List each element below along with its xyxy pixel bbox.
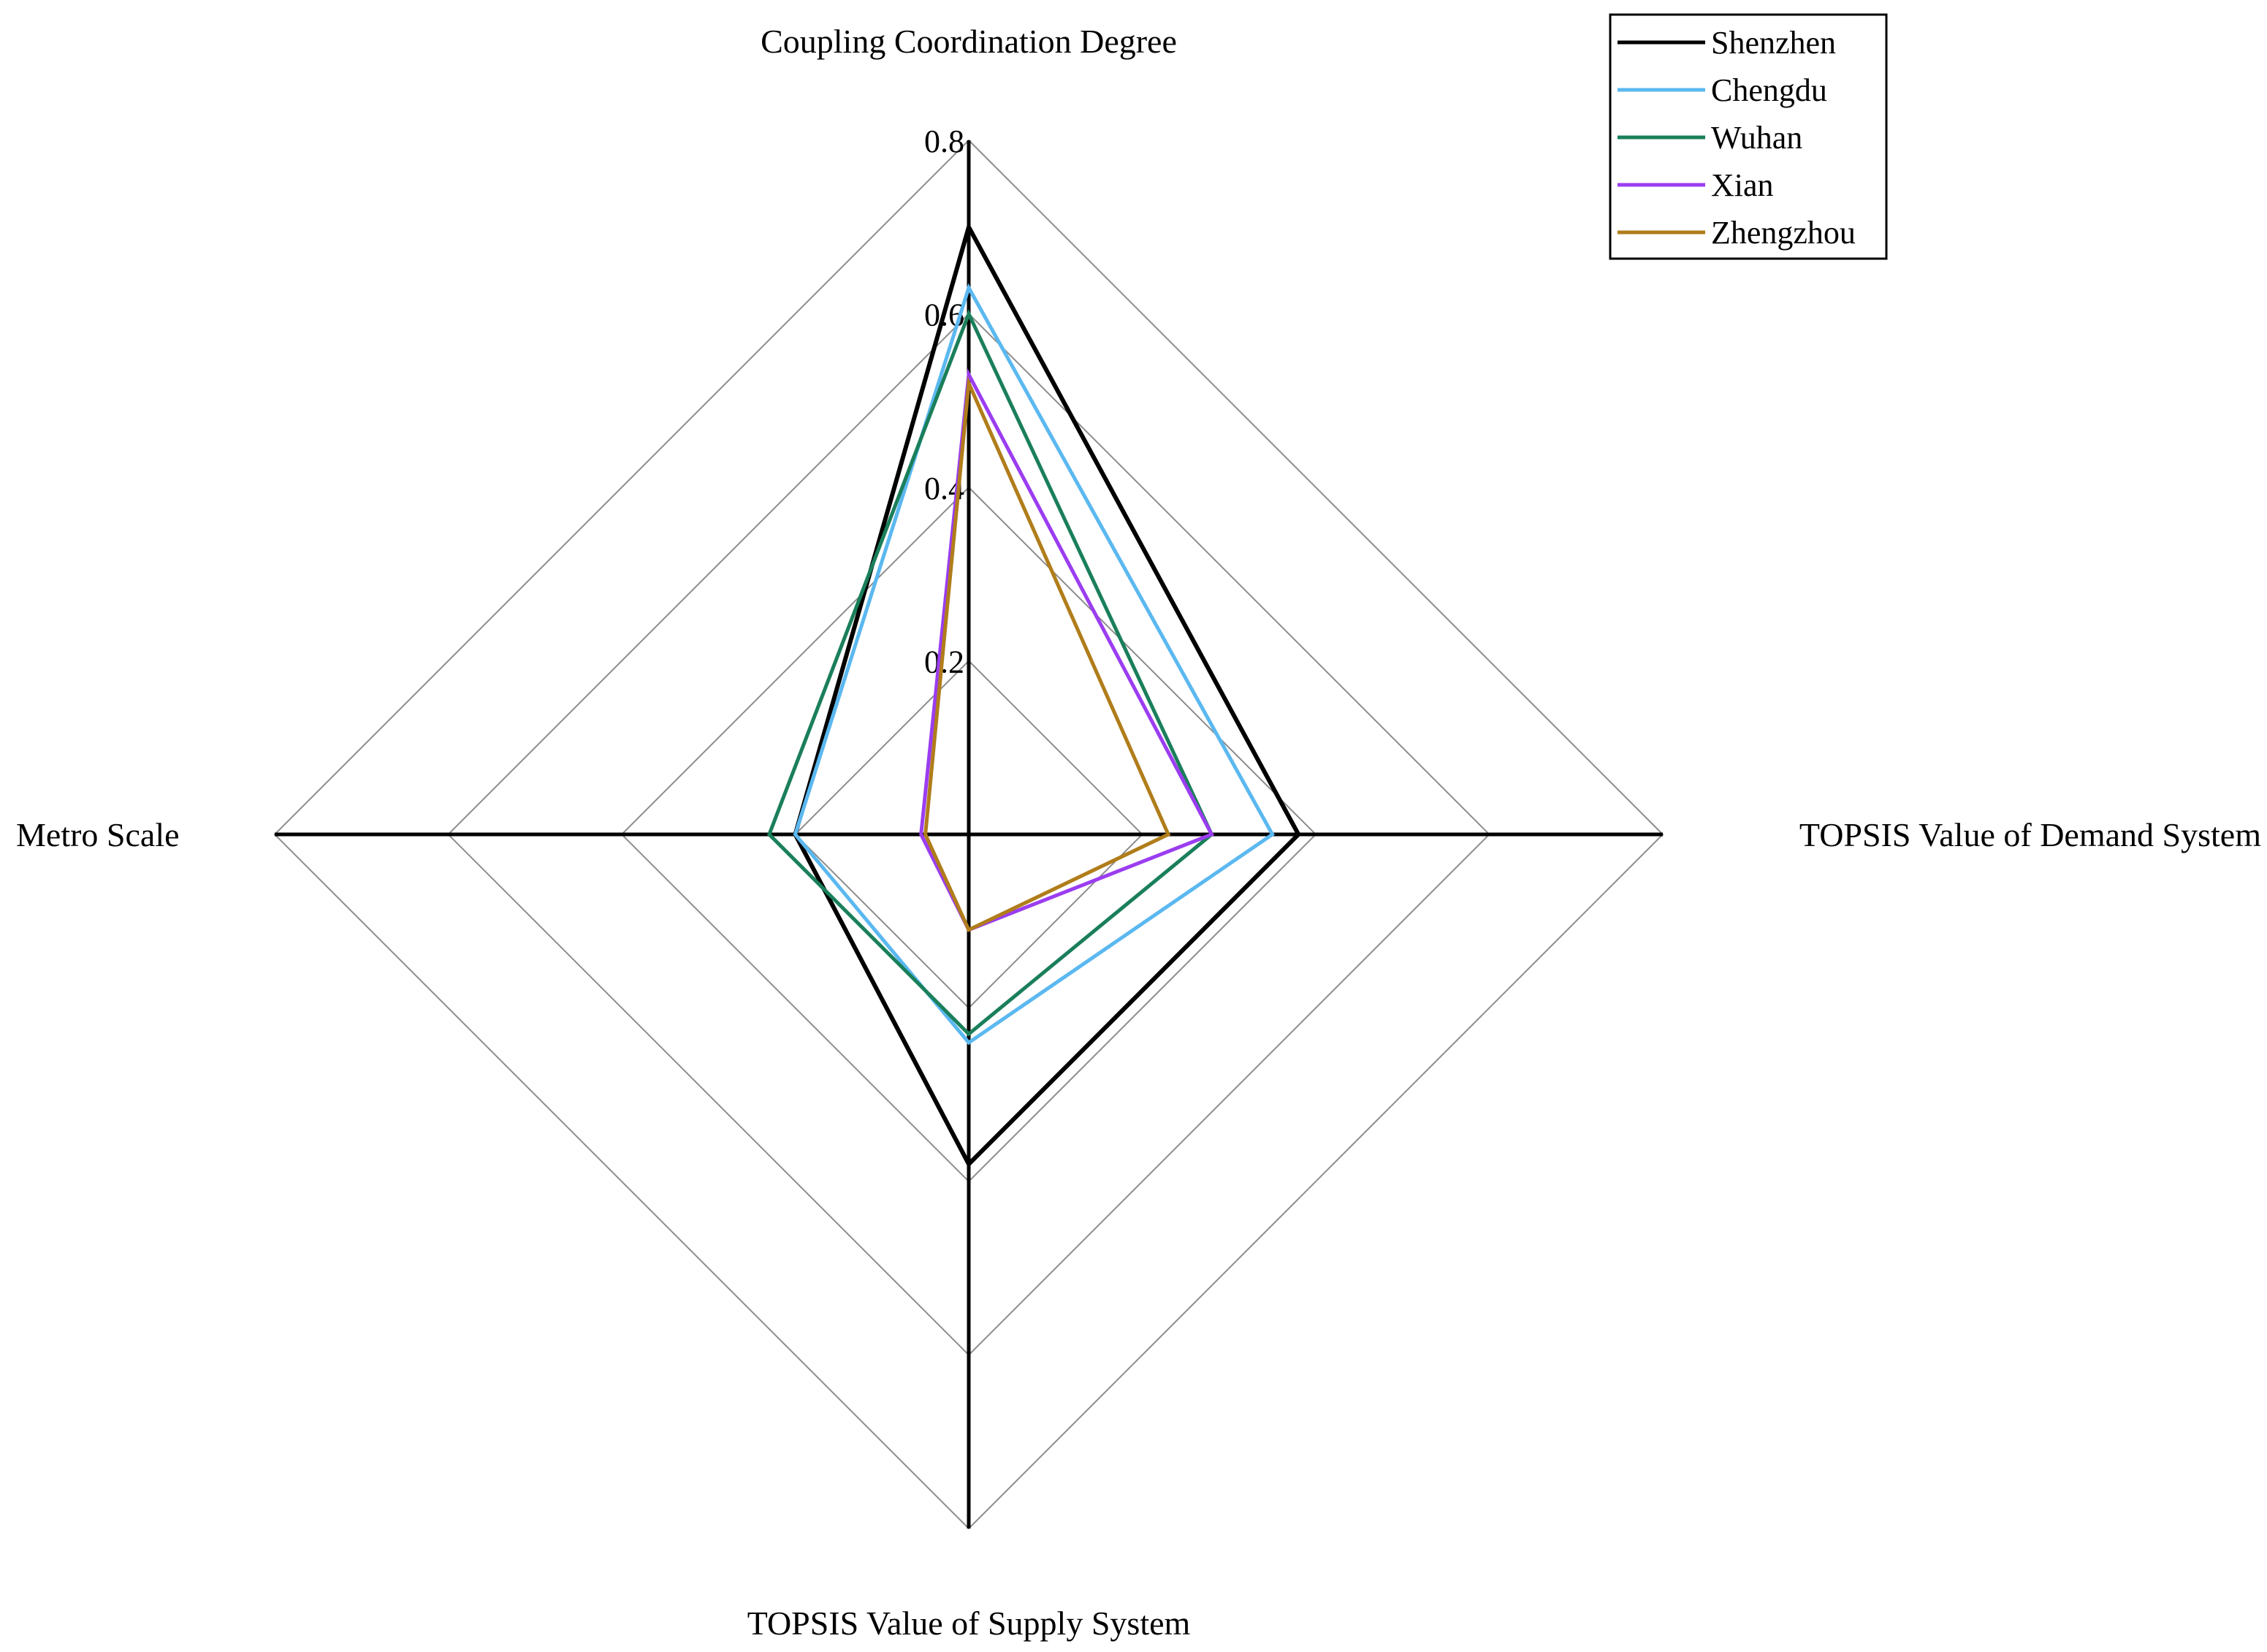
legend-label-chengdu: Chengdu	[1711, 72, 1827, 108]
series-zhengzhou	[923, 376, 1171, 932]
tick-label: 0.8	[924, 123, 964, 159]
radar-axes	[275, 140, 1663, 1529]
radar-series	[766, 221, 1301, 1168]
radar-axis-labels: Coupling Coordination Degree TOPSIS Valu…	[16, 23, 2261, 1642]
legend: Shenzhen Chengdu Wuhan Xian Zhengzhou	[1609, 13, 1888, 260]
series-wuhan	[766, 309, 1214, 1037]
axis-label-metro-scale: Metro Scale	[16, 816, 180, 853]
legend-label-wuhan: Wuhan	[1711, 120, 1802, 156]
axis-label-demand: TOPSIS Value of Demand System	[1799, 816, 2261, 853]
legend-label-shenzhen: Shenzhen	[1711, 25, 1836, 61]
series-xian	[919, 368, 1215, 932]
legend-label-zhengzhou: Zhengzhou	[1711, 215, 1856, 251]
axis-label-coupling: Coupling Coordination Degree	[761, 23, 1177, 60]
series-shenzhen	[793, 221, 1301, 1168]
legend-label-xian: Xian	[1711, 167, 1774, 203]
axis-label-supply: TOPSIS Value of Supply System	[747, 1605, 1191, 1642]
series-chengdu	[793, 283, 1275, 1046]
